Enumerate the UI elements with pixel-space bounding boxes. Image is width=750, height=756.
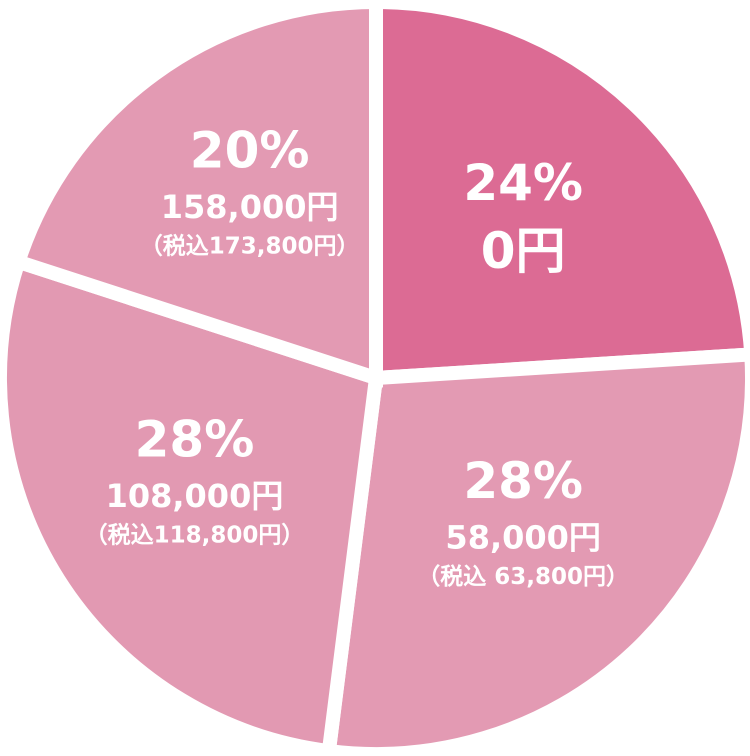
- pie-slice: [369, 0, 750, 386]
- pie-slice: [9, 0, 383, 388]
- value-label: 28%: [463, 452, 583, 510]
- amount-label: 58,000円: [445, 519, 601, 557]
- value-label: 28%: [135, 411, 255, 469]
- tax-label: （税込173,800円）: [140, 233, 360, 260]
- amount-label: 108,000円: [106, 477, 284, 515]
- pie-slice: [321, 347, 750, 756]
- pie-slice: [0, 252, 384, 756]
- value-label: 24%: [463, 154, 583, 212]
- tax-label: （税込 63,800円）: [417, 563, 629, 590]
- amount-label: 158,000円: [161, 188, 339, 226]
- tax-label: （税込118,800円）: [85, 522, 305, 549]
- amount-label: 0円: [481, 222, 566, 280]
- value-label: 20%: [190, 122, 310, 180]
